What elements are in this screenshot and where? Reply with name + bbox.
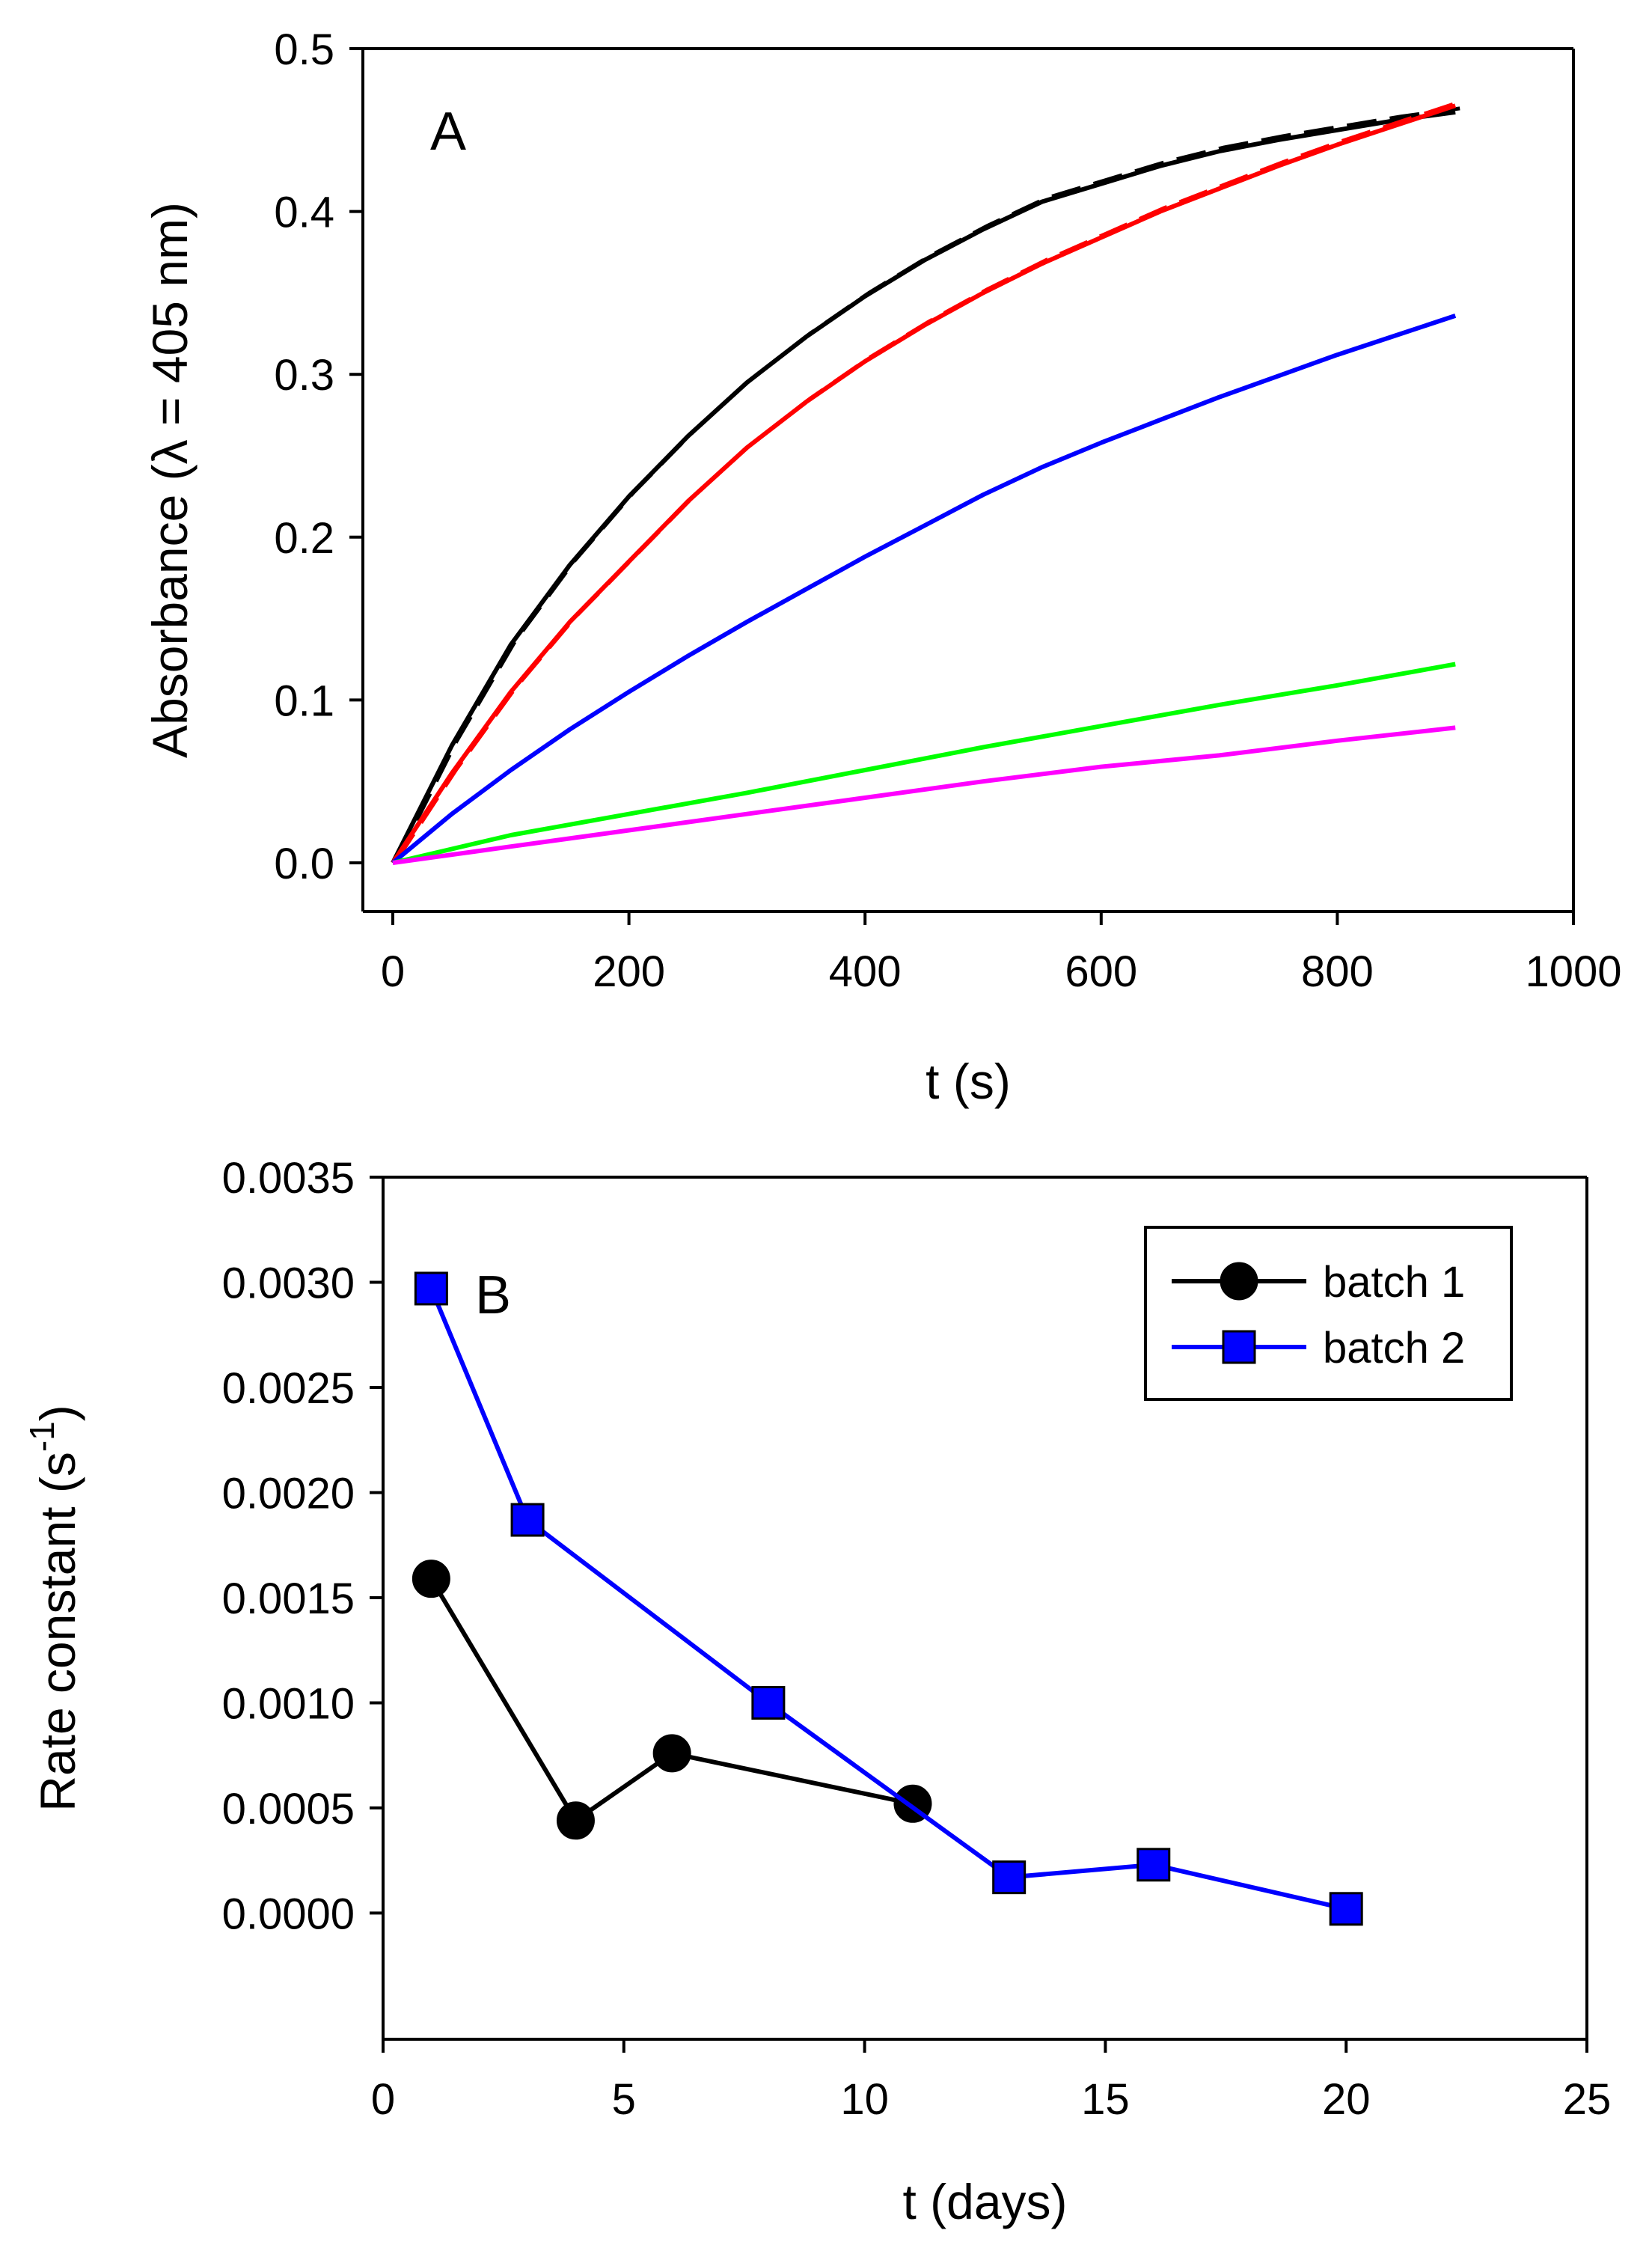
y-tick-label: 0.4 [274,189,334,237]
panel-label: B [475,1265,511,1325]
series-red [391,100,1460,864]
y-tick-label: 0.0 [274,840,334,888]
y-tick-label: 0.0020 [222,1469,355,1518]
data-point [414,1271,448,1306]
x-tick-label: 15 [1081,2075,1130,2124]
data-point [412,1560,450,1598]
y-axis-title: Absorbance (λ = 405 nm) [142,202,198,758]
x-tick-label: 0 [371,2075,395,2124]
legend-marker [1222,1330,1256,1364]
y-axis-title: Rate constant (s-1) [22,1405,85,1811]
data-point [510,1503,545,1537]
x-tick-label: 0 [381,947,405,996]
fit-line [395,100,1460,861]
series-line [392,725,1456,865]
series-line [429,1578,914,1823]
data-point [556,1801,595,1840]
y-tick-label: 0.3 [274,351,334,400]
series-line [391,314,1457,865]
series-line [392,662,1456,865]
fit-line [395,106,1460,861]
y-tick-label: 0.0035 [222,1154,355,1203]
y-tick-label: 0.1 [274,677,334,725]
panel-label: A [430,102,466,162]
series-blue [391,314,1457,865]
y-tick-label: 0.5 [274,25,334,74]
chart-a: 0 200 400 600 800 1000 0.0 0.1 0.2 0.3 0.4 0.5 t (s)… [142,25,1622,1109]
y-tick-label: 0.0015 [222,1575,355,1623]
x-axis-title: t (days) [902,2174,1067,2229]
y-tick-label: 0.0030 [222,1259,355,1307]
y-tick-label: 0.0005 [222,1785,355,1833]
legend-label: batch 2 [1323,1324,1465,1372]
x-axis-title: t (s) [926,1054,1011,1109]
legend-box [1144,1226,1513,1401]
y-tick-label: 0.0000 [222,1890,355,1938]
chart-b: 0 5 10 15 20 25 0.0000 0.0005 0.0010 0.0015 0.0020… [22,1154,1611,2229]
series-line [391,109,1456,864]
series-line [429,1287,1347,1911]
y-tick-label: 0.0010 [222,1679,355,1728]
x-tick-label: 400 [829,947,902,996]
series-black [391,106,1460,864]
x-tick-label: 5 [612,2075,636,2124]
series-batch-1 [412,1560,932,1840]
x-tick-label: 600 [1065,947,1137,996]
legend-item-batch-2: batch 2 [1172,1324,1465,1372]
x-tick-label: 25 [1563,2075,1612,2124]
legend: batch 1 batch 2 [1144,1226,1513,1401]
x-tick-label: 800 [1301,947,1374,996]
series-magenta [392,725,1456,865]
x-tick-label: 200 [593,947,665,996]
legend-item-batch-1: batch 1 [1172,1258,1465,1307]
legend-marker [1220,1262,1258,1301]
data-point [1136,1848,1171,1882]
data-point [751,1685,786,1720]
x-tick-label: 1000 [1525,947,1621,996]
y-tick-label: 0.0025 [222,1364,355,1413]
x-tick-label: 20 [1322,2075,1371,2124]
data-point [652,1734,691,1773]
data-point [992,1860,1027,1895]
series-line [391,103,1457,864]
series-batch-2 [414,1271,1363,1926]
y-tick-label: 0.2 [274,514,334,563]
x-tick-label: 10 [840,2075,889,2124]
legend-label: batch 1 [1323,1258,1465,1307]
data-point [1329,1892,1363,1926]
series-green [392,662,1456,865]
